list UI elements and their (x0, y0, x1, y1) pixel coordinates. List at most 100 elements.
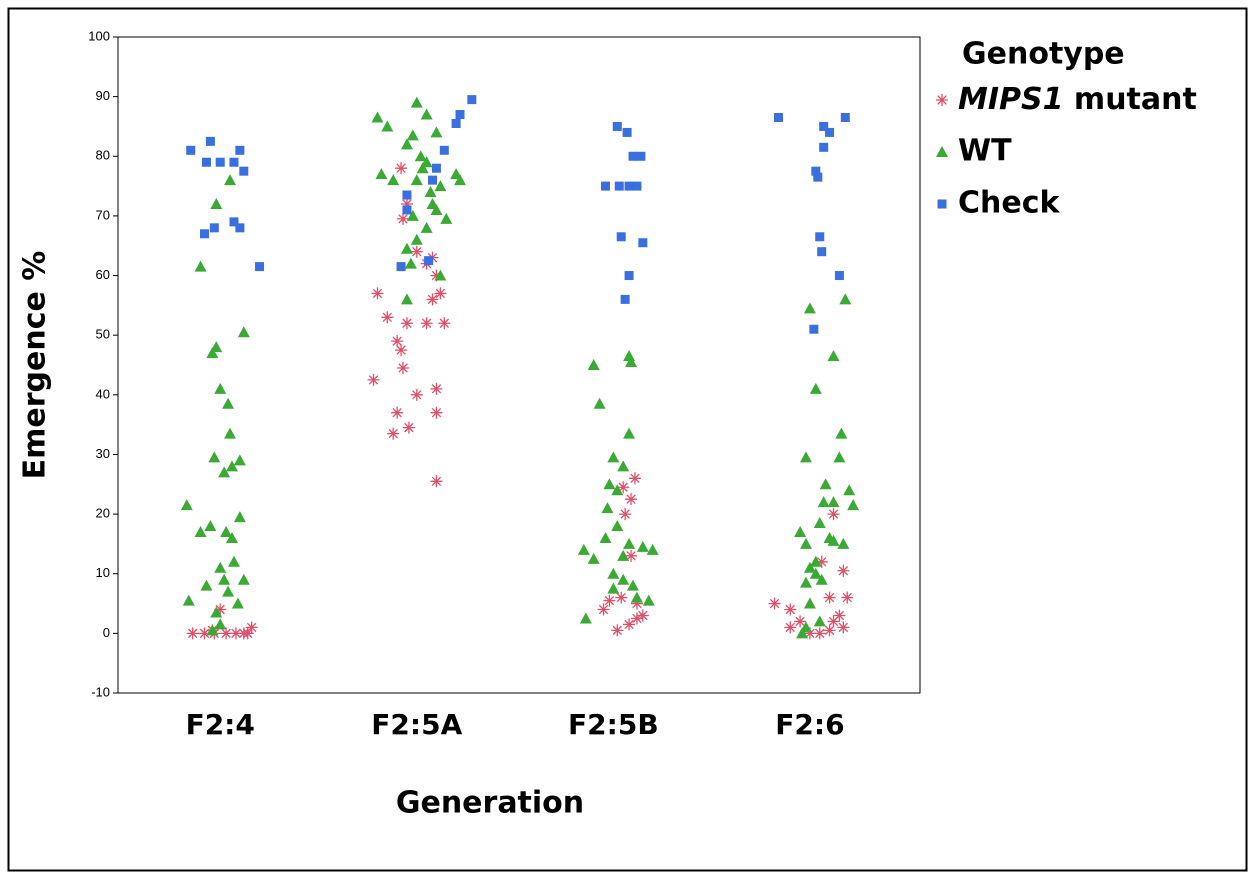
point (823, 624, 836, 637)
point (600, 181, 610, 191)
point (803, 302, 816, 314)
point (799, 451, 812, 463)
point (229, 157, 239, 167)
point (607, 451, 620, 463)
point (209, 223, 219, 233)
point (628, 472, 641, 485)
point (827, 508, 840, 521)
point (803, 597, 816, 609)
point (367, 373, 380, 386)
point (434, 180, 447, 192)
point (768, 597, 781, 610)
point (220, 525, 233, 537)
point (402, 421, 415, 434)
point (630, 591, 643, 603)
point (827, 534, 840, 546)
point (371, 287, 384, 300)
point (627, 579, 640, 591)
point (397, 212, 410, 225)
point (636, 540, 649, 552)
point (636, 609, 649, 622)
legend-marker (936, 94, 948, 106)
point (201, 157, 211, 167)
point (205, 136, 215, 146)
point (451, 118, 461, 128)
point (439, 145, 449, 155)
point (638, 238, 648, 248)
point (773, 113, 783, 123)
point (395, 344, 408, 357)
point (381, 311, 394, 324)
point (186, 627, 199, 640)
point (430, 269, 443, 282)
y-tick-label: 10 (96, 565, 110, 580)
point (410, 245, 423, 258)
point (815, 555, 828, 568)
point (841, 591, 854, 604)
point (387, 427, 400, 440)
point (620, 294, 630, 304)
point (387, 174, 400, 186)
point (430, 475, 443, 488)
point (827, 350, 840, 362)
point (632, 181, 642, 191)
point (406, 129, 419, 141)
point (624, 181, 634, 191)
point (809, 324, 819, 334)
y-tick-label: -10 (91, 684, 110, 699)
point (375, 168, 388, 180)
point (616, 232, 626, 242)
plot-frame (117, 36, 921, 694)
point (617, 549, 630, 561)
point (241, 627, 254, 640)
point (587, 359, 600, 370)
point (784, 603, 797, 616)
x-axis-title: Generation (396, 786, 584, 821)
point (206, 347, 219, 359)
point (222, 397, 235, 409)
point (214, 382, 227, 394)
y-tick-label: 70 (96, 207, 110, 222)
point (593, 397, 606, 409)
point (245, 621, 258, 634)
point (410, 96, 423, 108)
point (834, 271, 844, 281)
point (424, 186, 437, 198)
point (235, 223, 245, 233)
point (646, 543, 659, 555)
point (623, 537, 636, 549)
point (611, 624, 624, 637)
point (233, 511, 246, 523)
point (414, 150, 427, 162)
point (813, 172, 823, 182)
point (235, 145, 245, 155)
point (402, 190, 412, 200)
point (630, 612, 643, 625)
point (607, 582, 620, 594)
point (218, 573, 231, 585)
x-tick-label: F2:5A (371, 708, 462, 741)
y-tick-label: 20 (96, 506, 110, 521)
point (430, 203, 443, 215)
point (625, 549, 638, 562)
point (428, 175, 438, 185)
x-tick-label: F2:5B (568, 708, 659, 741)
point (391, 335, 404, 348)
point (227, 555, 240, 567)
point (611, 484, 624, 496)
point (813, 517, 826, 529)
point (796, 627, 809, 639)
point (214, 561, 227, 573)
point (614, 181, 624, 191)
point (182, 594, 195, 606)
point (400, 293, 413, 305)
legend-title: Genotype (962, 37, 1125, 72)
point (615, 591, 628, 604)
point (420, 317, 433, 330)
point (837, 537, 850, 549)
point (587, 552, 600, 564)
point (612, 121, 622, 131)
point (410, 174, 423, 186)
